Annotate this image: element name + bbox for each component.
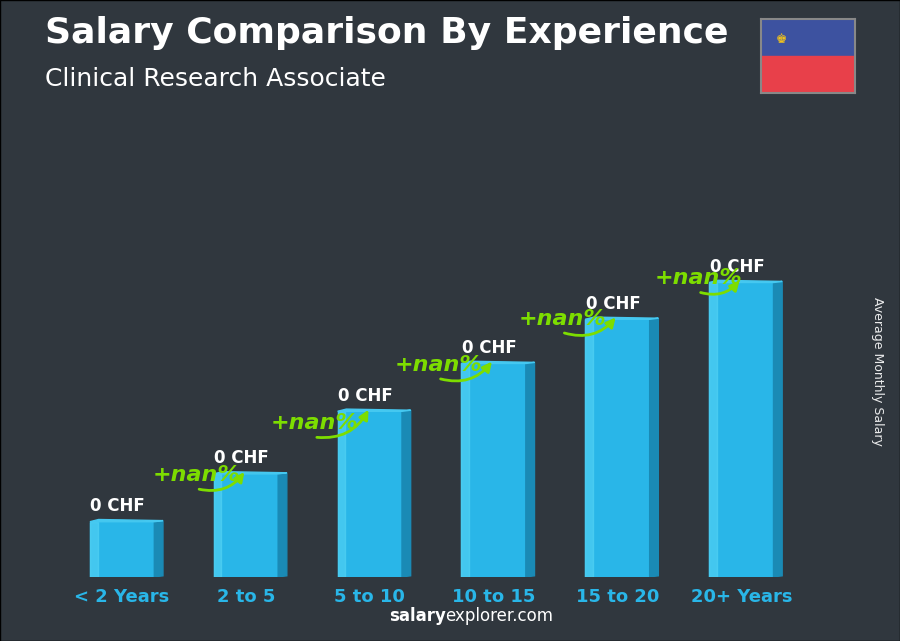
Text: Clinical Research Associate: Clinical Research Associate	[45, 67, 386, 91]
Polygon shape	[526, 362, 535, 577]
Bar	[462, 363, 526, 577]
Text: +nan%: +nan%	[394, 354, 482, 374]
Text: Average Monthly Salary: Average Monthly Salary	[871, 297, 884, 446]
Polygon shape	[90, 519, 163, 522]
Text: +nan%: +nan%	[271, 413, 358, 433]
Text: 0 CHF: 0 CHF	[338, 387, 392, 404]
Bar	[90, 522, 154, 577]
Text: explorer.com: explorer.com	[446, 607, 554, 625]
Polygon shape	[154, 520, 163, 577]
Polygon shape	[278, 473, 287, 577]
Bar	[709, 283, 773, 577]
Polygon shape	[402, 410, 410, 577]
Polygon shape	[650, 318, 658, 577]
Text: 0 CHF: 0 CHF	[709, 258, 764, 276]
Text: +nan%: +nan%	[153, 465, 240, 485]
Text: 0 CHF: 0 CHF	[214, 449, 269, 467]
Text: salary: salary	[389, 607, 446, 625]
Text: 0 CHF: 0 CHF	[586, 295, 641, 313]
Bar	[760, 19, 855, 56]
Bar	[585, 319, 650, 577]
Bar	[90, 522, 97, 577]
Text: Salary Comparison By Experience: Salary Comparison By Experience	[45, 16, 728, 50]
Polygon shape	[462, 362, 535, 363]
Bar	[462, 363, 469, 577]
Bar	[338, 412, 346, 577]
Text: 0 CHF: 0 CHF	[462, 339, 517, 357]
Bar	[214, 474, 278, 577]
Polygon shape	[773, 281, 782, 577]
Text: 0 CHF: 0 CHF	[90, 497, 145, 515]
Text: +nan%: +nan%	[654, 268, 742, 288]
Bar	[338, 412, 402, 577]
Bar	[585, 319, 593, 577]
Polygon shape	[338, 409, 410, 412]
Text: +nan%: +nan%	[518, 308, 606, 329]
Polygon shape	[214, 472, 287, 474]
Polygon shape	[585, 317, 658, 319]
Bar	[760, 56, 855, 93]
Polygon shape	[709, 280, 782, 283]
Bar	[709, 283, 716, 577]
Bar	[214, 474, 221, 577]
Text: ♚: ♚	[776, 33, 787, 46]
